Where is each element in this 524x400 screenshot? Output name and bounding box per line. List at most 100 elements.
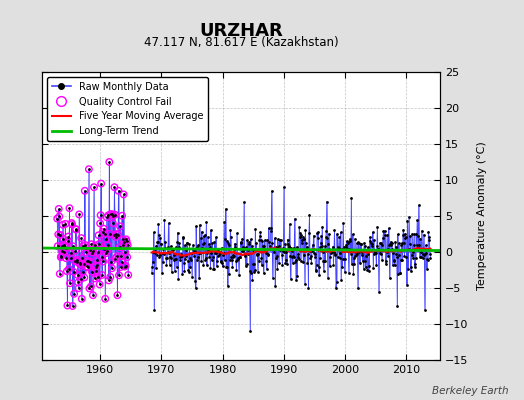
Point [60, 242, 69, 248]
Point [105, 277, 113, 284]
Point [123, 238, 131, 244]
Point [237, 248, 246, 254]
Point [121, 249, 129, 256]
Point [180, 268, 189, 274]
Point [249, 247, 257, 254]
Point [110, 184, 118, 190]
Point [371, 249, 379, 256]
Point [193, 254, 202, 260]
Point [332, 279, 341, 286]
Point [224, 282, 232, 289]
Point [203, 262, 211, 268]
Point [98, 272, 106, 278]
Point [293, 273, 301, 279]
Point [302, 240, 310, 246]
Point [231, 240, 239, 247]
Point [165, 220, 173, 226]
Point [167, 255, 175, 262]
Point [325, 245, 334, 252]
Point [82, 249, 90, 256]
Point [365, 262, 374, 269]
Point [105, 159, 114, 165]
Point [96, 220, 104, 227]
Point [163, 249, 172, 256]
Point [343, 246, 352, 252]
Point [268, 274, 277, 281]
Point [369, 237, 378, 243]
Point [202, 255, 210, 261]
Point [383, 249, 391, 256]
Point [276, 236, 284, 243]
Point [116, 264, 125, 270]
Point [289, 244, 298, 251]
Point [64, 233, 73, 240]
Point [350, 260, 358, 267]
Point [381, 258, 390, 264]
Point [62, 244, 71, 251]
Point [247, 270, 255, 276]
Point [189, 242, 197, 248]
Point [164, 244, 172, 250]
Point [274, 236, 282, 242]
Point [262, 258, 270, 264]
Point [77, 235, 85, 241]
Point [68, 220, 76, 226]
Point [224, 240, 233, 246]
Point [386, 238, 395, 245]
Point [185, 269, 193, 276]
Point [171, 256, 180, 262]
Point [121, 263, 129, 270]
Point [113, 253, 121, 260]
Point [325, 230, 333, 237]
Point [61, 221, 70, 227]
Point [250, 260, 258, 267]
Point [191, 278, 199, 284]
Point [291, 259, 299, 266]
Point [272, 253, 281, 260]
Point [214, 249, 223, 255]
Point [219, 252, 227, 258]
Point [267, 188, 276, 194]
Point [400, 240, 408, 246]
Point [120, 239, 128, 245]
Point [256, 228, 265, 235]
Point [299, 258, 308, 265]
Point [415, 242, 423, 248]
Point [355, 248, 364, 255]
Point [396, 270, 405, 277]
Point [122, 262, 130, 269]
Point [240, 198, 248, 205]
Point [283, 236, 292, 243]
Point [90, 275, 99, 282]
Point [418, 228, 426, 234]
Point [337, 246, 346, 252]
Point [377, 251, 385, 258]
Point [315, 255, 324, 261]
Point [104, 242, 112, 248]
Point [270, 235, 279, 241]
Point [320, 268, 328, 274]
Point [397, 257, 405, 263]
Point [296, 234, 304, 240]
Point [392, 254, 401, 260]
Point [266, 246, 275, 252]
Point [209, 266, 217, 272]
Point [385, 225, 393, 232]
Point [364, 250, 373, 257]
Point [249, 269, 258, 276]
Point [297, 232, 305, 238]
Point [116, 223, 124, 230]
Point [247, 242, 256, 249]
Point [78, 296, 86, 302]
Point [355, 240, 363, 246]
Point [379, 235, 387, 241]
Point [398, 240, 406, 246]
Point [183, 240, 191, 246]
Point [285, 242, 293, 249]
Point [58, 243, 66, 249]
Point [58, 248, 67, 254]
Point [98, 272, 106, 278]
Point [203, 250, 212, 256]
Point [103, 214, 111, 220]
Point [190, 247, 199, 254]
